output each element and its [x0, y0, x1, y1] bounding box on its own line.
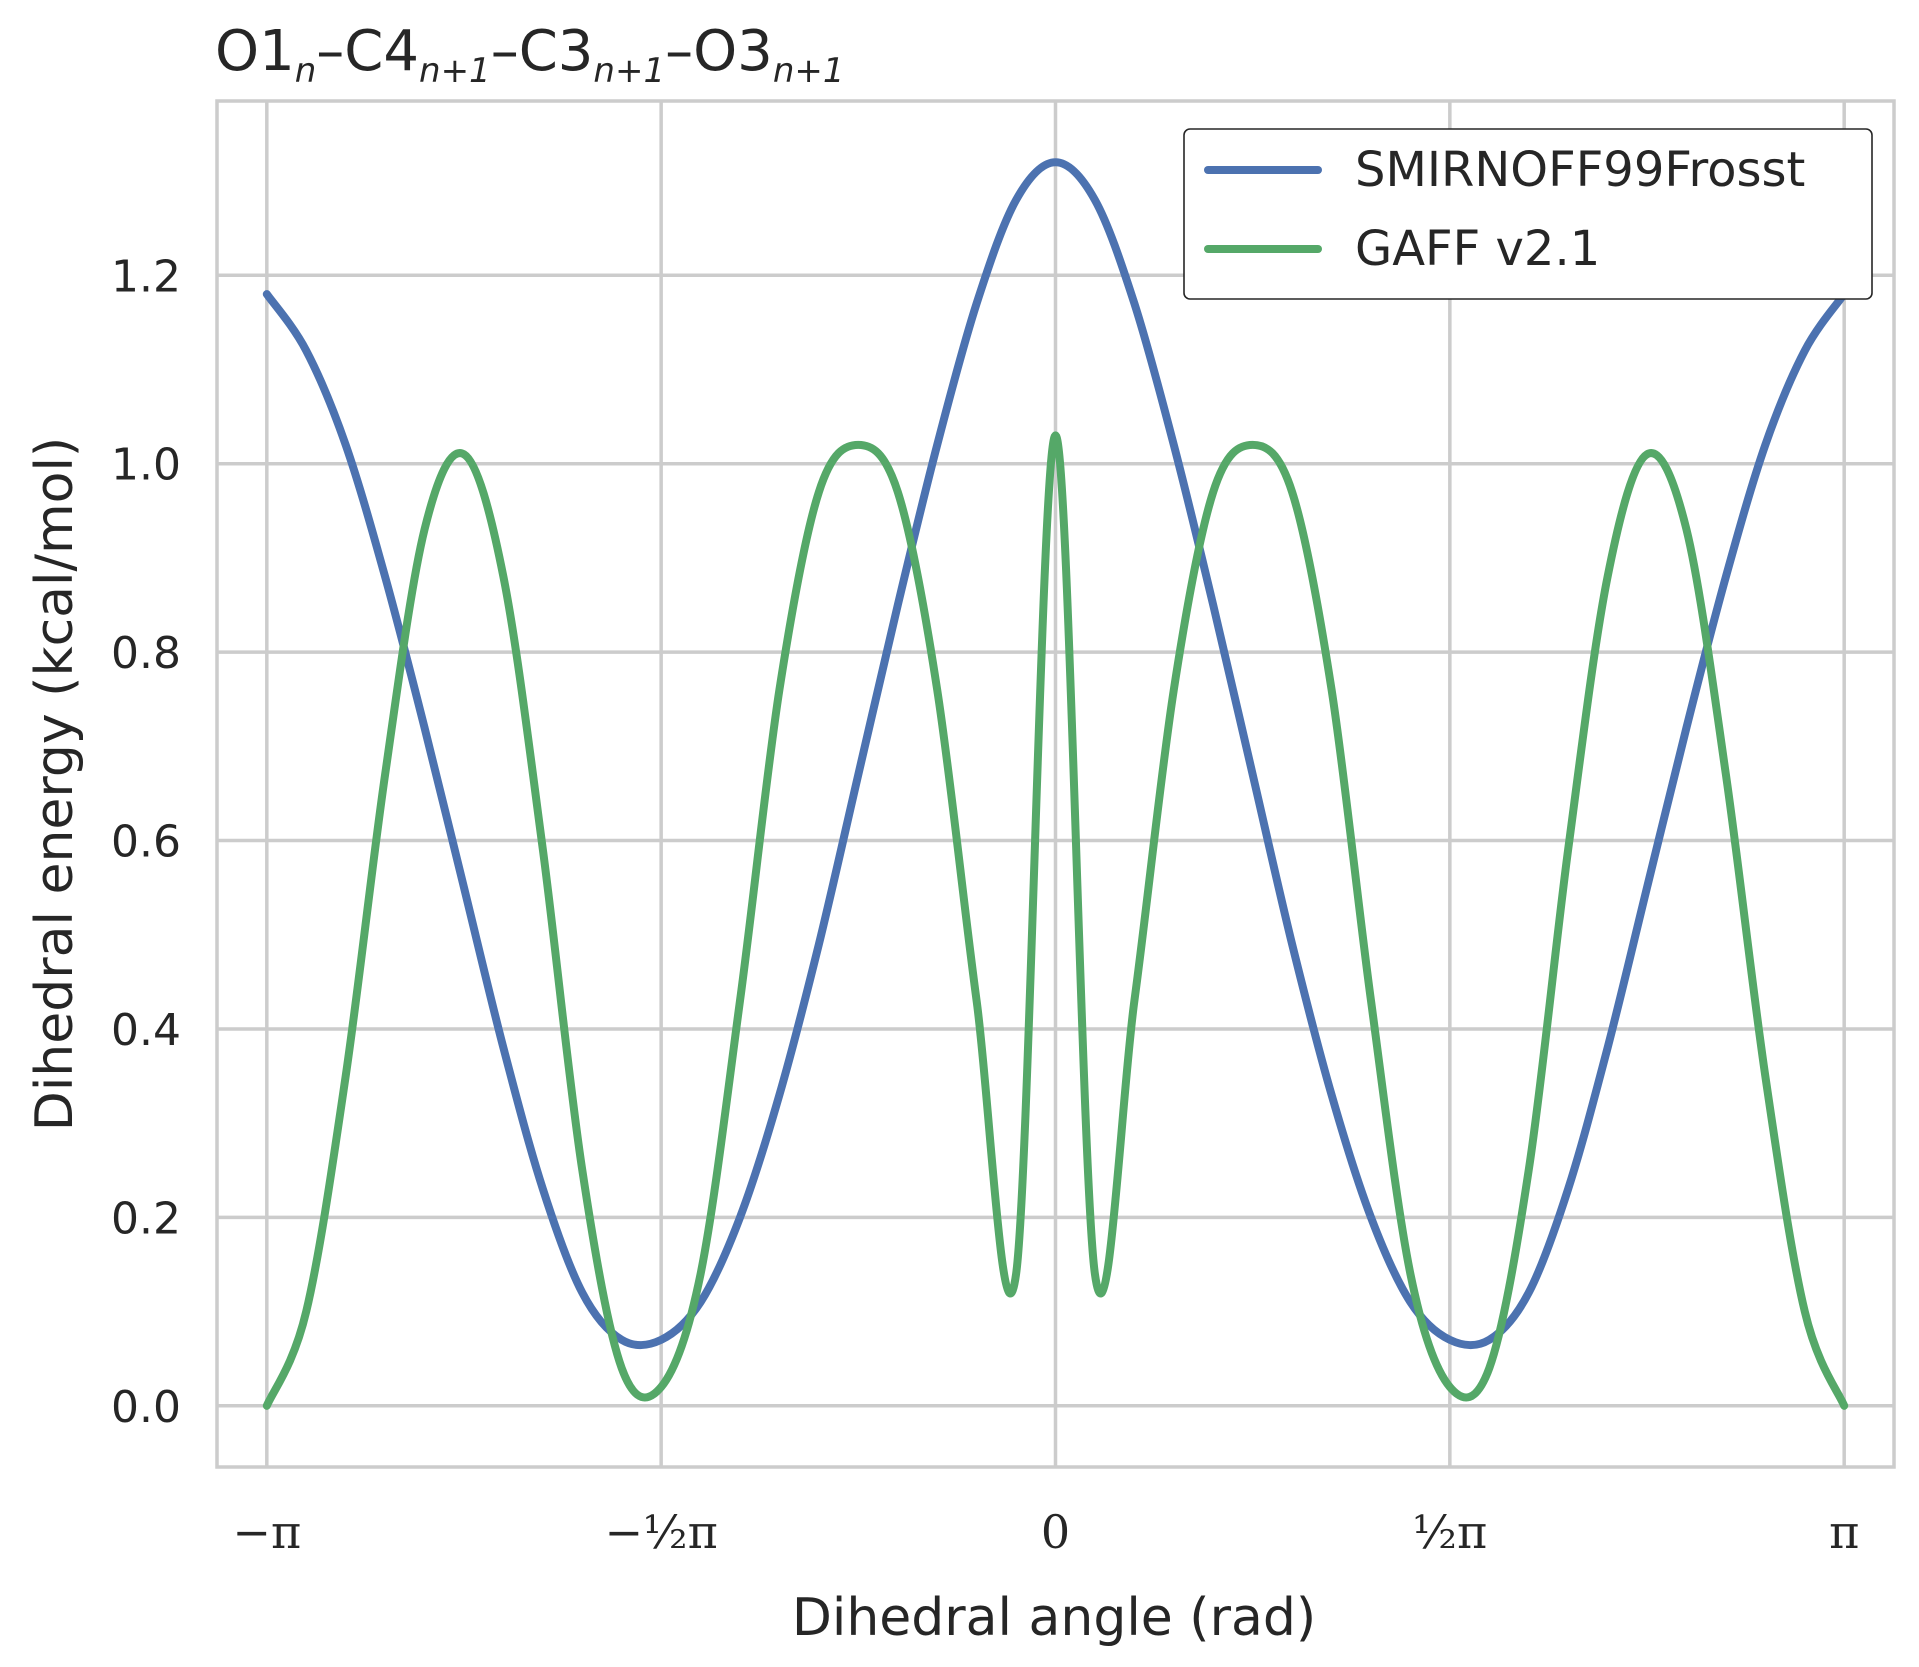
- series-line-gaff-v2-1: [262, 431, 1849, 1410]
- x-tick-label: ½π: [1412, 1505, 1487, 1559]
- y-tick-label: 0.2: [111, 1193, 181, 1244]
- chart-title: O1n–C4n+1–C3n+1–O3n+1: [215, 19, 844, 91]
- series-lines: [262, 158, 1849, 1410]
- y-tick-label: 0.0: [111, 1382, 181, 1433]
- title-part: n+1: [773, 51, 845, 91]
- x-tick-label: −π: [232, 1505, 301, 1559]
- y-tick-label: 0.8: [111, 628, 181, 679]
- title-part: –C3: [491, 19, 594, 84]
- title-part: n: [295, 51, 317, 91]
- y-tick-label: 1.0: [111, 440, 181, 491]
- title-part: n+1: [419, 51, 491, 91]
- y-axis-title: Dihedral energy (kcal/mol): [25, 437, 85, 1131]
- y-tick-labels: 0.0 0.2 0.4 0.6 0.8 1.0 1.2: [111, 251, 181, 1432]
- title-part: O1: [215, 19, 295, 84]
- series-line-smirnoff99frosst: [262, 158, 1849, 1350]
- x-tick-label: 0: [1041, 1505, 1070, 1559]
- title-part: n+1: [593, 51, 665, 91]
- grid-lines: [217, 101, 1894, 1467]
- y-tick-label: 0.4: [111, 1005, 181, 1056]
- x-tick-label: π: [1829, 1505, 1859, 1559]
- legend-label-smirnoff99frosst: SMIRNOFF99Frosst: [1355, 142, 1805, 198]
- legend-frame: [1183, 128, 1873, 300]
- title-part: –O3: [665, 19, 773, 84]
- plot-frame: [215, 99, 1896, 1469]
- x-tick-label: −½π: [604, 1505, 717, 1559]
- x-axis-title: Dihedral angle (rad): [792, 1588, 1316, 1648]
- x-tick-labels: −π −½π 0 ½π π: [232, 1505, 1859, 1559]
- title-part: –C4: [316, 19, 419, 84]
- y-tick-label: 0.6: [111, 817, 181, 868]
- legend-label-gaff-v2-1: GAFF v2.1: [1355, 221, 1600, 277]
- legend: SMIRNOFF99Frosst GAFF v2.1: [1183, 128, 1873, 300]
- y-tick-label: 1.2: [111, 251, 181, 302]
